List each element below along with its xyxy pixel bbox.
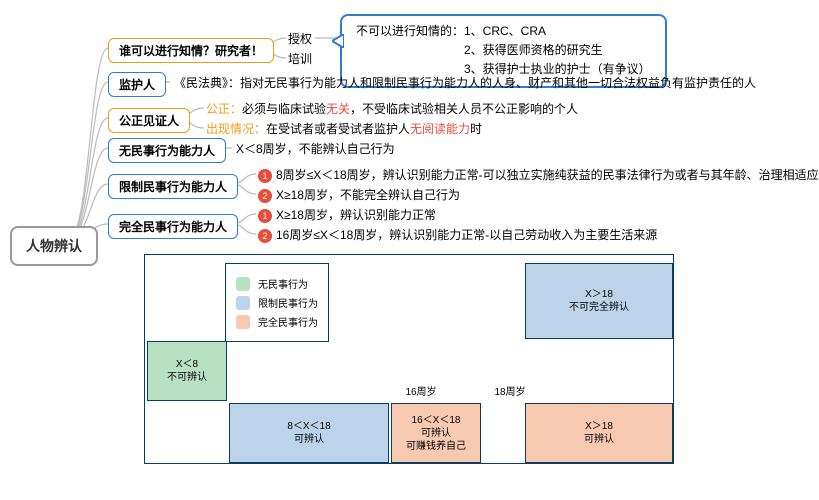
witness-l1-hl: 无关	[326, 102, 350, 116]
limited-l1-text: 8周岁≤X＜18周岁，辨认识别能力正常-可以独立实施纯获益的民事法律行为或者与其…	[276, 168, 819, 182]
full-l1-text: X≥18周岁，辨认识别能力正常	[276, 208, 436, 222]
badge-1a: 1	[258, 169, 272, 183]
root-node: 人物辨认	[10, 226, 98, 266]
full-line2: 2 16周岁≤X＜18周岁，辨认识别能力正常-以自己劳动收入为主要生活来源	[258, 227, 657, 244]
badge-2b: 2	[258, 229, 272, 243]
rect-x8: X＜8 不可辨认	[147, 341, 227, 401]
branch-nocapacity: 无民事行为能力人	[108, 138, 226, 163]
label-18: 18周岁	[485, 383, 535, 401]
branch-who: 谁可以进行知情？研究者！	[108, 38, 274, 63]
witness-l2-hl: 无阅读能力	[410, 122, 470, 136]
witness-l1-text: 必须与临床试验	[242, 102, 326, 116]
limited-line2: 2 X≥18周岁，不能完全辨认自己行为	[258, 187, 460, 204]
witness-l1-tail: ，不受临床试验相关人员不公正影响的个人	[350, 102, 578, 116]
rect-8-18: 8＜X＜18 可辨认	[229, 403, 389, 463]
branch-full: 完全民事行为能力人	[108, 214, 238, 239]
rect-16-18: 16＜X＜18 可辨认 可赚钱养自己	[391, 403, 481, 463]
witness-l2-text: 在受试者或者受试者监护人	[266, 122, 410, 136]
full-line1: 1 X≥18周岁，辨认识别能力正常	[258, 207, 436, 224]
chart-legend: 无民事行为 限制民事行为 完全民事行为	[225, 263, 329, 342]
sublabel-auth: 授权	[288, 31, 312, 48]
witness-l1-label: 公正：	[206, 102, 242, 116]
legend-none: 无民事行为	[236, 276, 318, 291]
badge-2a: 2	[258, 189, 272, 203]
guardian-text: 《民法典》：指对无民事行为能力人和限制民事行为能力人的人身、财产和其他一切合法权…	[174, 75, 756, 92]
limited-line1: 1 8周岁≤X＜18周岁，辨认识别能力正常-可以独立实施纯获益的民事法律行为或者与…	[258, 167, 819, 184]
limited-l2-text: X≥18周岁，不能完全辨认自己行为	[276, 188, 460, 202]
witness-line1: 公正：必须与临床试验无关，不受临床试验相关人员不公正影响的个人	[206, 101, 578, 118]
full-l2-text: 16周岁≤X＜18周岁，辨认识别能力正常-以自己劳动收入为主要生活来源	[276, 228, 657, 242]
witness-l2-tail: 时	[470, 122, 482, 136]
label-16: 16周岁	[391, 383, 451, 401]
witness-line2: 出现情况：在受试者或者受试者监护人无阅读能力时	[206, 121, 482, 138]
capacity-chart: 无民事行为 限制民事行为 完全民事行为 X＞18 不可完全辨认 X＜8 不可辨认…	[144, 254, 674, 464]
rect-x-ge18-top: X＞18 不可完全辨认	[525, 263, 673, 339]
callout-line1: 不可以进行知情的：1、CRC、CRA	[356, 22, 651, 41]
legend-limited: 限制民事行为	[236, 295, 318, 310]
legend-full: 完全民事行为	[236, 314, 318, 329]
branch-guardian: 监护人	[108, 72, 166, 97]
branch-limited: 限制民事行为能力人	[108, 174, 238, 199]
rect-ge18-bot: X＞18 可辨认	[525, 403, 673, 463]
callout-line2: 2、获得医师资格的研究生	[356, 41, 651, 60]
sublabel-train: 培训	[288, 51, 312, 68]
badge-1b: 1	[258, 209, 272, 223]
branch-witness: 公正见证人	[108, 108, 190, 133]
witness-l2-label: 出现情况：	[206, 122, 266, 136]
nocapacity-text: X＜8周岁，不能辨认自己行为	[236, 141, 395, 158]
